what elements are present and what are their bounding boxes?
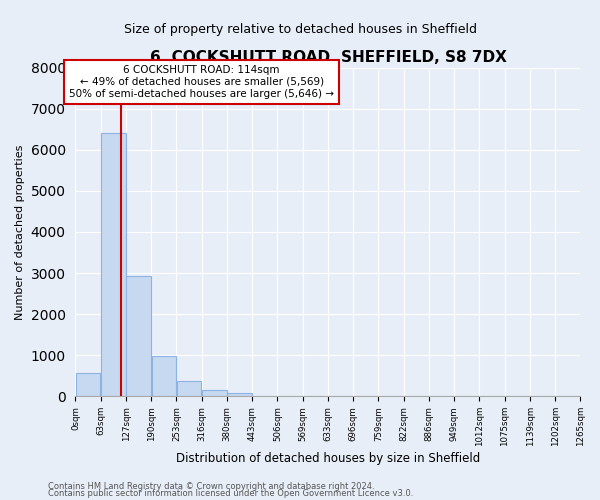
Bar [127, 276, 151, 396]
Text: Contains HM Land Registry data © Crown copyright and database right 2024.: Contains HM Land Registry data © Crown c… [48, 482, 374, 491]
Bar [76, 374, 100, 396]
Text: Contains public sector information licensed under the Open Government Licence v3: Contains public sector information licen… [48, 489, 413, 498]
Bar [176, 380, 202, 396]
Text: Size of property relative to detached houses in Sheffield: Size of property relative to detached ho… [124, 22, 476, 36]
Y-axis label: Number of detached properties: Number of detached properties [15, 144, 25, 320]
Bar [101, 134, 126, 396]
X-axis label: Distribution of detached houses by size in Sheffield: Distribution of detached houses by size … [176, 452, 480, 465]
Text: 6 COCKSHUTT ROAD: 114sqm
← 49% of detached houses are smaller (5,569)
50% of sem: 6 COCKSHUTT ROAD: 114sqm ← 49% of detach… [69, 66, 334, 98]
Bar [152, 356, 176, 397]
Title: 6, COCKSHUTT ROAD, SHEFFIELD, S8 7DX: 6, COCKSHUTT ROAD, SHEFFIELD, S8 7DX [149, 50, 506, 65]
Bar [227, 393, 252, 396]
Bar [202, 390, 227, 396]
